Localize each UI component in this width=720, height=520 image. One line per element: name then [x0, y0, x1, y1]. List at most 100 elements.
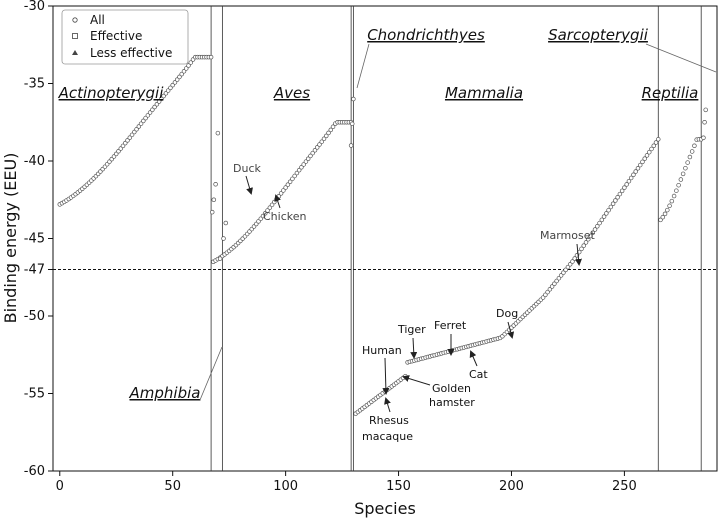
x-tick-label: 250 [612, 479, 637, 494]
group-label-reptilia: Reptilia [642, 84, 699, 102]
data-point [287, 179, 293, 184]
data-point [215, 130, 221, 136]
data-point [321, 136, 327, 142]
data-point [687, 154, 693, 160]
data-point [292, 173, 297, 179]
x-tick-label: 0 [56, 479, 64, 494]
data-point [613, 198, 618, 203]
data-point [633, 169, 638, 174]
svg-text:Rhesus: Rhesus [369, 414, 409, 427]
data-point [637, 162, 643, 168]
data-point [563, 267, 568, 273]
data-point [303, 159, 309, 164]
data-point [545, 289, 550, 295]
annotation-golden-hamster: Golden hamster [402, 375, 475, 409]
data-point [692, 143, 697, 148]
data-point [217, 256, 223, 261]
data-point [543, 292, 548, 298]
y-tick-label: -45 [24, 232, 45, 247]
data-point [310, 150, 315, 156]
data-point [646, 149, 652, 155]
data-point [583, 240, 589, 245]
data-point [296, 167, 302, 173]
data-point [179, 71, 184, 77]
data-point [208, 54, 214, 60]
legend-box [61, 9, 189, 65]
annotation-ferret: Ferret [434, 319, 467, 356]
data-point [351, 96, 356, 102]
x-axis-title: Species [354, 499, 416, 518]
annotation-rhesus-macaque: Rhesus macaque [362, 397, 413, 443]
data-point [263, 211, 268, 216]
data-point [290, 176, 295, 182]
data-point [635, 166, 641, 171]
data-point [305, 156, 311, 162]
data-point [567, 262, 573, 267]
data-point [283, 185, 288, 190]
data-point [326, 130, 331, 136]
data-point [601, 214, 607, 219]
data-point [301, 162, 306, 167]
group-label-amphibia: Amphibia [129, 384, 201, 402]
data-point [141, 118, 146, 124]
data-point [570, 259, 575, 264]
data-point [143, 115, 148, 121]
data-point [606, 207, 611, 213]
leader-amphibia [199, 346, 223, 401]
svg-text:Marmoset: Marmoset [540, 229, 596, 242]
data-point [619, 188, 625, 194]
group-label-mammalia: Mammalia [445, 84, 523, 102]
data-point [644, 153, 650, 158]
annotation-dog: Dog [496, 307, 518, 339]
data-point [624, 182, 629, 187]
group-dividers [210, 6, 702, 471]
data-point [188, 60, 194, 65]
data-point [579, 246, 584, 252]
data-point [330, 124, 336, 130]
data-point [615, 195, 620, 200]
legend-marker-all [72, 17, 78, 23]
data-point [665, 207, 670, 213]
data-point [626, 178, 632, 184]
data-point [317, 142, 322, 147]
data-point [145, 113, 151, 118]
data-point [640, 159, 645, 165]
data-point [703, 107, 708, 113]
data-point [136, 124, 142, 129]
data-point [269, 202, 275, 208]
data-point [622, 185, 627, 190]
data-point [312, 147, 318, 153]
data-point [265, 208, 270, 213]
group-label-sarcopterygii: Sarcopterygii [548, 26, 649, 44]
data-point [294, 170, 300, 176]
data-point [549, 284, 555, 289]
svg-text:Human: Human [362, 344, 402, 357]
svg-text:Dog: Dog [496, 307, 518, 320]
svg-text:hamster: hamster [429, 396, 475, 409]
data-point [667, 203, 672, 209]
data-point [308, 153, 313, 159]
data-point [319, 139, 325, 144]
y-tick-label: -35 [24, 77, 45, 92]
data-point [608, 204, 614, 210]
data-point [561, 270, 566, 275]
data-point [597, 220, 602, 226]
data-point [680, 171, 686, 177]
data-point [669, 198, 675, 204]
svg-text:Duck: Duck [233, 162, 261, 175]
data-point [592, 227, 598, 232]
data-point [588, 233, 593, 239]
data-point [649, 146, 654, 152]
data-point [674, 188, 679, 193]
annotation-chicken: Chicken [263, 194, 307, 223]
leader-sarcopterygii [645, 43, 717, 73]
legend-label-all: All [90, 13, 105, 27]
data-point [631, 172, 636, 178]
data-point [656, 137, 661, 142]
data-point [642, 156, 647, 161]
y-axis-title: Binding energy (EEU) [1, 153, 20, 324]
x-tick-label: 150 [386, 479, 411, 494]
data-point [581, 243, 586, 248]
data-point [350, 121, 355, 127]
